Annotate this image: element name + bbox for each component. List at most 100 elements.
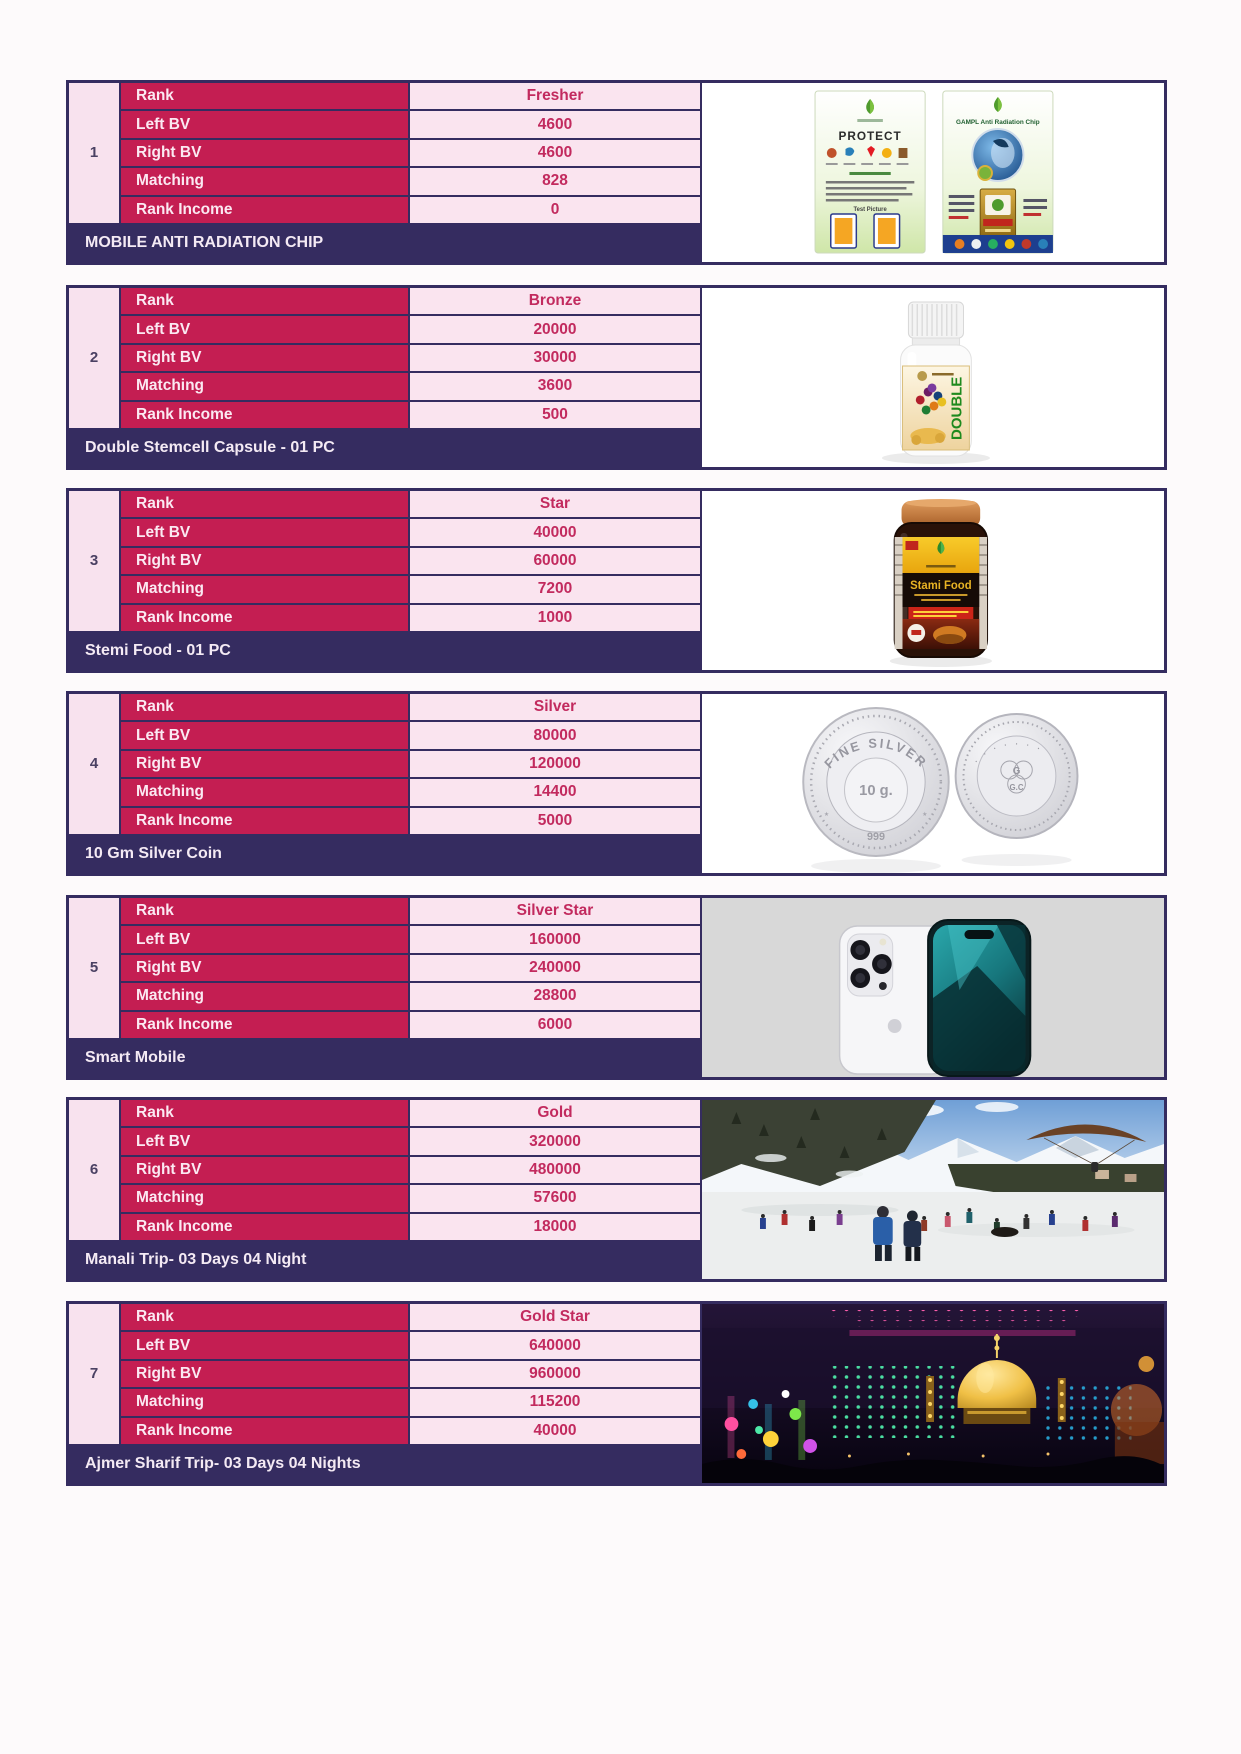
label-left-bv: Left BV bbox=[121, 316, 408, 343]
value-rank: Fresher bbox=[410, 83, 700, 110]
product-name: 10 Gm Silver Coin bbox=[69, 835, 700, 873]
label-right-bv: Right BV bbox=[121, 954, 408, 982]
label-matching: Matching bbox=[121, 1389, 408, 1416]
value-left-bv: 20000 bbox=[410, 316, 700, 343]
svg-text:DOUBLE: DOUBLE bbox=[950, 377, 966, 440]
value-rank-income: 5000 bbox=[410, 807, 700, 834]
value-left-bv: 640000 bbox=[410, 1332, 700, 1359]
value-left-bv: 320000 bbox=[410, 1128, 700, 1155]
label-rank: Rank bbox=[121, 1100, 408, 1127]
stami-food-jar-image: Stami Food bbox=[702, 491, 1164, 670]
label-left-bv: Left BV bbox=[121, 1332, 408, 1359]
value-matching: 28800 bbox=[410, 983, 700, 1010]
value-matching: 7200 bbox=[410, 576, 700, 603]
value-rank: Silver Star bbox=[410, 898, 700, 925]
smartphone-image bbox=[702, 898, 1164, 1077]
manali-trip-photo bbox=[702, 1100, 1164, 1279]
svg-text:PROTECT: PROTECT bbox=[839, 129, 902, 143]
row-number: 2 bbox=[69, 288, 119, 428]
rank-table-silver: 4 Rank Silver Left BV 80000 Right BV 120… bbox=[66, 691, 1167, 876]
label-matching: Matching bbox=[121, 168, 408, 195]
product-name: Ajmer Sharif Trip- 03 Days 04 Nights bbox=[69, 1445, 700, 1483]
label-rank: Rank bbox=[121, 491, 408, 518]
rank-table-fresher: 1 Rank Fresher Left BV 4600 Right BV 460… bbox=[66, 80, 1167, 265]
paraglider bbox=[1026, 1124, 1147, 1172]
product-name: Stemi Food - 01 PC bbox=[69, 632, 700, 670]
value-rank: Gold Star bbox=[410, 1304, 700, 1331]
rank-table-star: 3 Rank Star Left BV 40000 Right BV 60000… bbox=[66, 488, 1167, 673]
golden-dome bbox=[926, 1333, 1066, 1424]
phone-front bbox=[927, 918, 1032, 1077]
value-rank-income: 0 bbox=[410, 196, 700, 223]
label-right-bv: Right BV bbox=[121, 344, 408, 372]
value-rank-income: 500 bbox=[410, 401, 700, 428]
label-rank-income: Rank Income bbox=[121, 1417, 408, 1444]
label-matching: Matching bbox=[121, 779, 408, 806]
product-name: Manali Trip- 03 Days 04 Night bbox=[69, 1241, 700, 1279]
label-left-bv: Left BV bbox=[121, 722, 408, 749]
label-rank-income: Rank Income bbox=[121, 604, 408, 631]
label-left-bv: Left BV bbox=[121, 111, 408, 138]
value-matching: 828 bbox=[410, 168, 700, 195]
stemcell-bottle-image: DOUBLE bbox=[702, 288, 1164, 467]
value-rank-income: 1000 bbox=[410, 604, 700, 631]
label-right-bv: Right BV bbox=[121, 139, 408, 167]
svg-text:★: ★ bbox=[824, 811, 829, 818]
label-rank-income: Rank Income bbox=[121, 807, 408, 834]
label-left-bv: Left BV bbox=[121, 926, 408, 953]
value-rank-income: 18000 bbox=[410, 1213, 700, 1240]
label-rank: Rank bbox=[121, 288, 408, 315]
svg-text:999: 999 bbox=[867, 831, 885, 843]
value-left-bv: 4600 bbox=[410, 111, 700, 138]
product-name: Double Stemcell Capsule - 01 PC bbox=[69, 429, 700, 467]
value-rank: Gold bbox=[410, 1100, 700, 1127]
silver-coin-image: · · · · · · · G G.C FINE SILVER bbox=[702, 694, 1164, 873]
label-rank-income: Rank Income bbox=[121, 196, 408, 223]
rank-table-bronze: 2 Rank Bronze Left BV 20000 Right BV 300… bbox=[66, 285, 1167, 470]
product-name: Smart Mobile bbox=[69, 1039, 700, 1077]
label-right-bv: Right BV bbox=[121, 750, 408, 778]
svg-text:GAMPL Anti Radiation Chip: GAMPL Anti Radiation Chip bbox=[956, 119, 1040, 126]
row-number: 3 bbox=[69, 491, 119, 631]
chip-card: GAMPL Anti Radiation Chip bbox=[942, 90, 1054, 254]
anti-radiation-chip-image: PROTECT Test Picture bbox=[702, 83, 1164, 262]
label-rank: Rank bbox=[121, 1304, 408, 1331]
label-rank-income: Rank Income bbox=[121, 401, 408, 428]
svg-text:Test Picture: Test Picture bbox=[853, 207, 887, 213]
rank-table-gold: 6 Rank Gold Left BV 320000 Right BV 4800… bbox=[66, 1097, 1167, 1282]
value-left-bv: 40000 bbox=[410, 519, 700, 546]
label-rank: Rank bbox=[121, 694, 408, 721]
value-right-bv: 120000 bbox=[410, 750, 700, 778]
product-name: MOBILE ANTI RADIATION CHIP bbox=[69, 224, 700, 262]
svg-text:G: G bbox=[1013, 766, 1021, 777]
label-rank-income: Rank Income bbox=[121, 1011, 408, 1038]
label-matching: Matching bbox=[121, 373, 408, 400]
value-matching: 57600 bbox=[410, 1185, 700, 1212]
coin-back: · · · · · · · G G.C bbox=[954, 712, 1079, 839]
crowd bbox=[759, 1205, 1118, 1261]
label-matching: Matching bbox=[121, 1185, 408, 1212]
value-right-bv: 240000 bbox=[410, 954, 700, 982]
value-right-bv: 30000 bbox=[410, 344, 700, 372]
label-left-bv: Left BV bbox=[121, 519, 408, 546]
value-left-bv: 160000 bbox=[410, 926, 700, 953]
label-right-bv: Right BV bbox=[121, 1156, 408, 1184]
label-rank: Rank bbox=[121, 898, 408, 925]
phone-back bbox=[838, 925, 951, 1075]
row-number: 4 bbox=[69, 694, 119, 834]
svg-text:Stami Food: Stami Food bbox=[910, 580, 972, 592]
svg-text:10 g.: 10 g. bbox=[859, 783, 893, 799]
rank-table-silver-star: 5 Rank Silver Star Left BV 160000 Right … bbox=[66, 895, 1167, 1080]
value-matching: 115200 bbox=[410, 1389, 700, 1416]
value-rank: Star bbox=[410, 491, 700, 518]
ajmer-sharif-photo bbox=[702, 1304, 1164, 1483]
protect-card: PROTECT Test Picture bbox=[814, 90, 926, 254]
value-rank-income: 6000 bbox=[410, 1011, 700, 1038]
value-rank: Silver bbox=[410, 694, 700, 721]
label-matching: Matching bbox=[121, 576, 408, 603]
svg-text:★: ★ bbox=[922, 811, 927, 818]
festival-lights bbox=[724, 1389, 818, 1460]
value-right-bv: 4600 bbox=[410, 139, 700, 167]
value-matching: 14400 bbox=[410, 779, 700, 806]
